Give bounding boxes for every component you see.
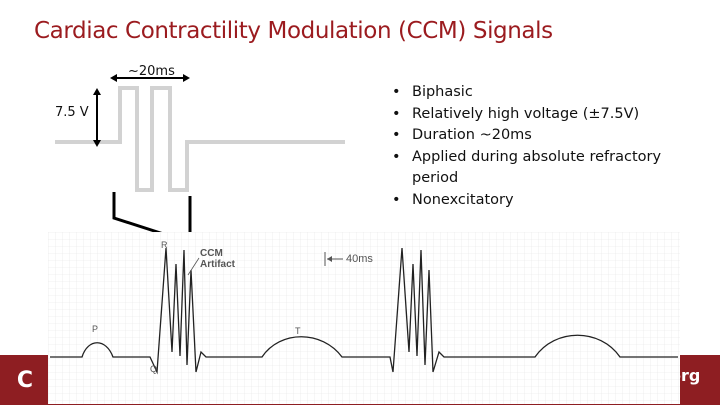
voltage-arrow-top-head [93,88,101,95]
ccm-label-pointer [187,257,200,276]
bullet-dot: • [392,148,401,165]
width-arrow-right-head [183,74,190,82]
bullet-dot: • [392,84,401,100]
bullet-item: • Applied during absolute refractory peri… [392,147,682,190]
ecg-scale-label: 40ms [346,253,373,265]
ecg-p-label: P [92,324,99,334]
ccm-artifact-label-line1: CCM [200,248,223,259]
bullet-text: Nonexcitatory [412,191,514,208]
bullet-text: Duration ~20ms [412,127,532,143]
voltage-arrow-bottom-head [93,140,101,147]
bullet-dot: • [392,105,401,122]
bullet-item: • Nonexcitatory [392,190,682,212]
bullet-text: Applied during absolute refractory perio… [412,148,662,187]
bullet-dot: • [392,191,401,208]
ecg-r-label: R [161,240,168,250]
slide-title: Cardiac Contractility Modulation (CCM) S… [34,18,553,44]
scale-arrow-head [327,256,332,262]
ccm-artifact-label-line2: Artifact [200,259,236,270]
pulse-waveform [55,86,345,192]
footer-logo-left: C [16,367,34,393]
bullet-item: • Relatively high voltage (±7.5V) [392,104,682,126]
bullet-text: Biphasic [412,84,473,100]
ccm-artifact-label: CCM Artifact [200,248,235,270]
bullet-dot: • [392,127,401,143]
ecg-trace [50,247,678,375]
ecg-q-label: Q [150,364,158,374]
ccm-pulse-diagram [55,74,345,240]
pointer-line-left [112,192,177,240]
bullet-text: Relatively high voltage (±7.5V) [412,105,640,122]
pulse-width-label: ~20ms [128,64,175,79]
ecg-t-label: T [295,326,301,336]
width-arrow-left-head [110,74,117,82]
bullet-list: • Biphasic • Relatively high voltage (±7.5… [392,82,682,211]
bullet-item: • Duration ~20ms [392,125,682,147]
pulse-voltage-label: 7.5 V [55,105,89,120]
bullet-item: • Biphasic [392,82,682,104]
ecg-strip [48,232,680,404]
